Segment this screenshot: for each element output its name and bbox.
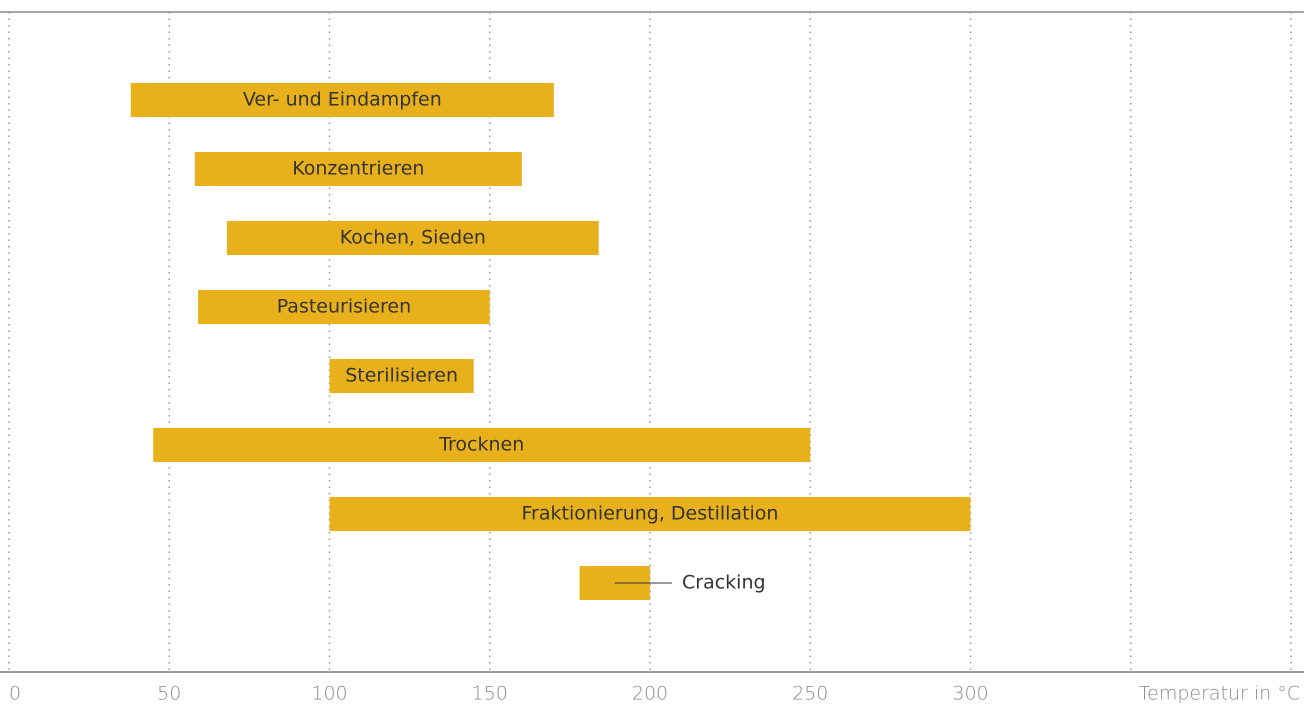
x-tick-label: 250 [792,683,828,705]
bar [153,428,811,462]
bar [329,497,971,531]
x-tick-label: 200 [632,683,668,705]
x-tick-label: 300 [952,683,988,705]
bar-label: Sterilisieren [345,365,458,387]
bar-label: Pasteurisieren [277,296,411,318]
x-tick-label: 50 [157,683,181,705]
x-tick-label: 150 [472,683,508,705]
bar [130,83,554,117]
x-tick-label: 0 [9,683,21,705]
bar [198,290,490,324]
bar-label: Konzentrieren [292,158,424,180]
x-axis-label: Temperatur in °C [1139,683,1300,705]
bar [329,359,474,393]
bar-label: Cracking [682,572,766,594]
bar-label: Ver- und Eindampfen [243,89,442,111]
bar [194,152,522,186]
bar-label: Trocknen [438,434,524,456]
x-tick-label: 100 [311,683,347,705]
bar-label: Kochen, Sieden [340,227,486,249]
bar [226,221,599,255]
bar-label: Fraktionierung, Destillation [522,503,779,525]
